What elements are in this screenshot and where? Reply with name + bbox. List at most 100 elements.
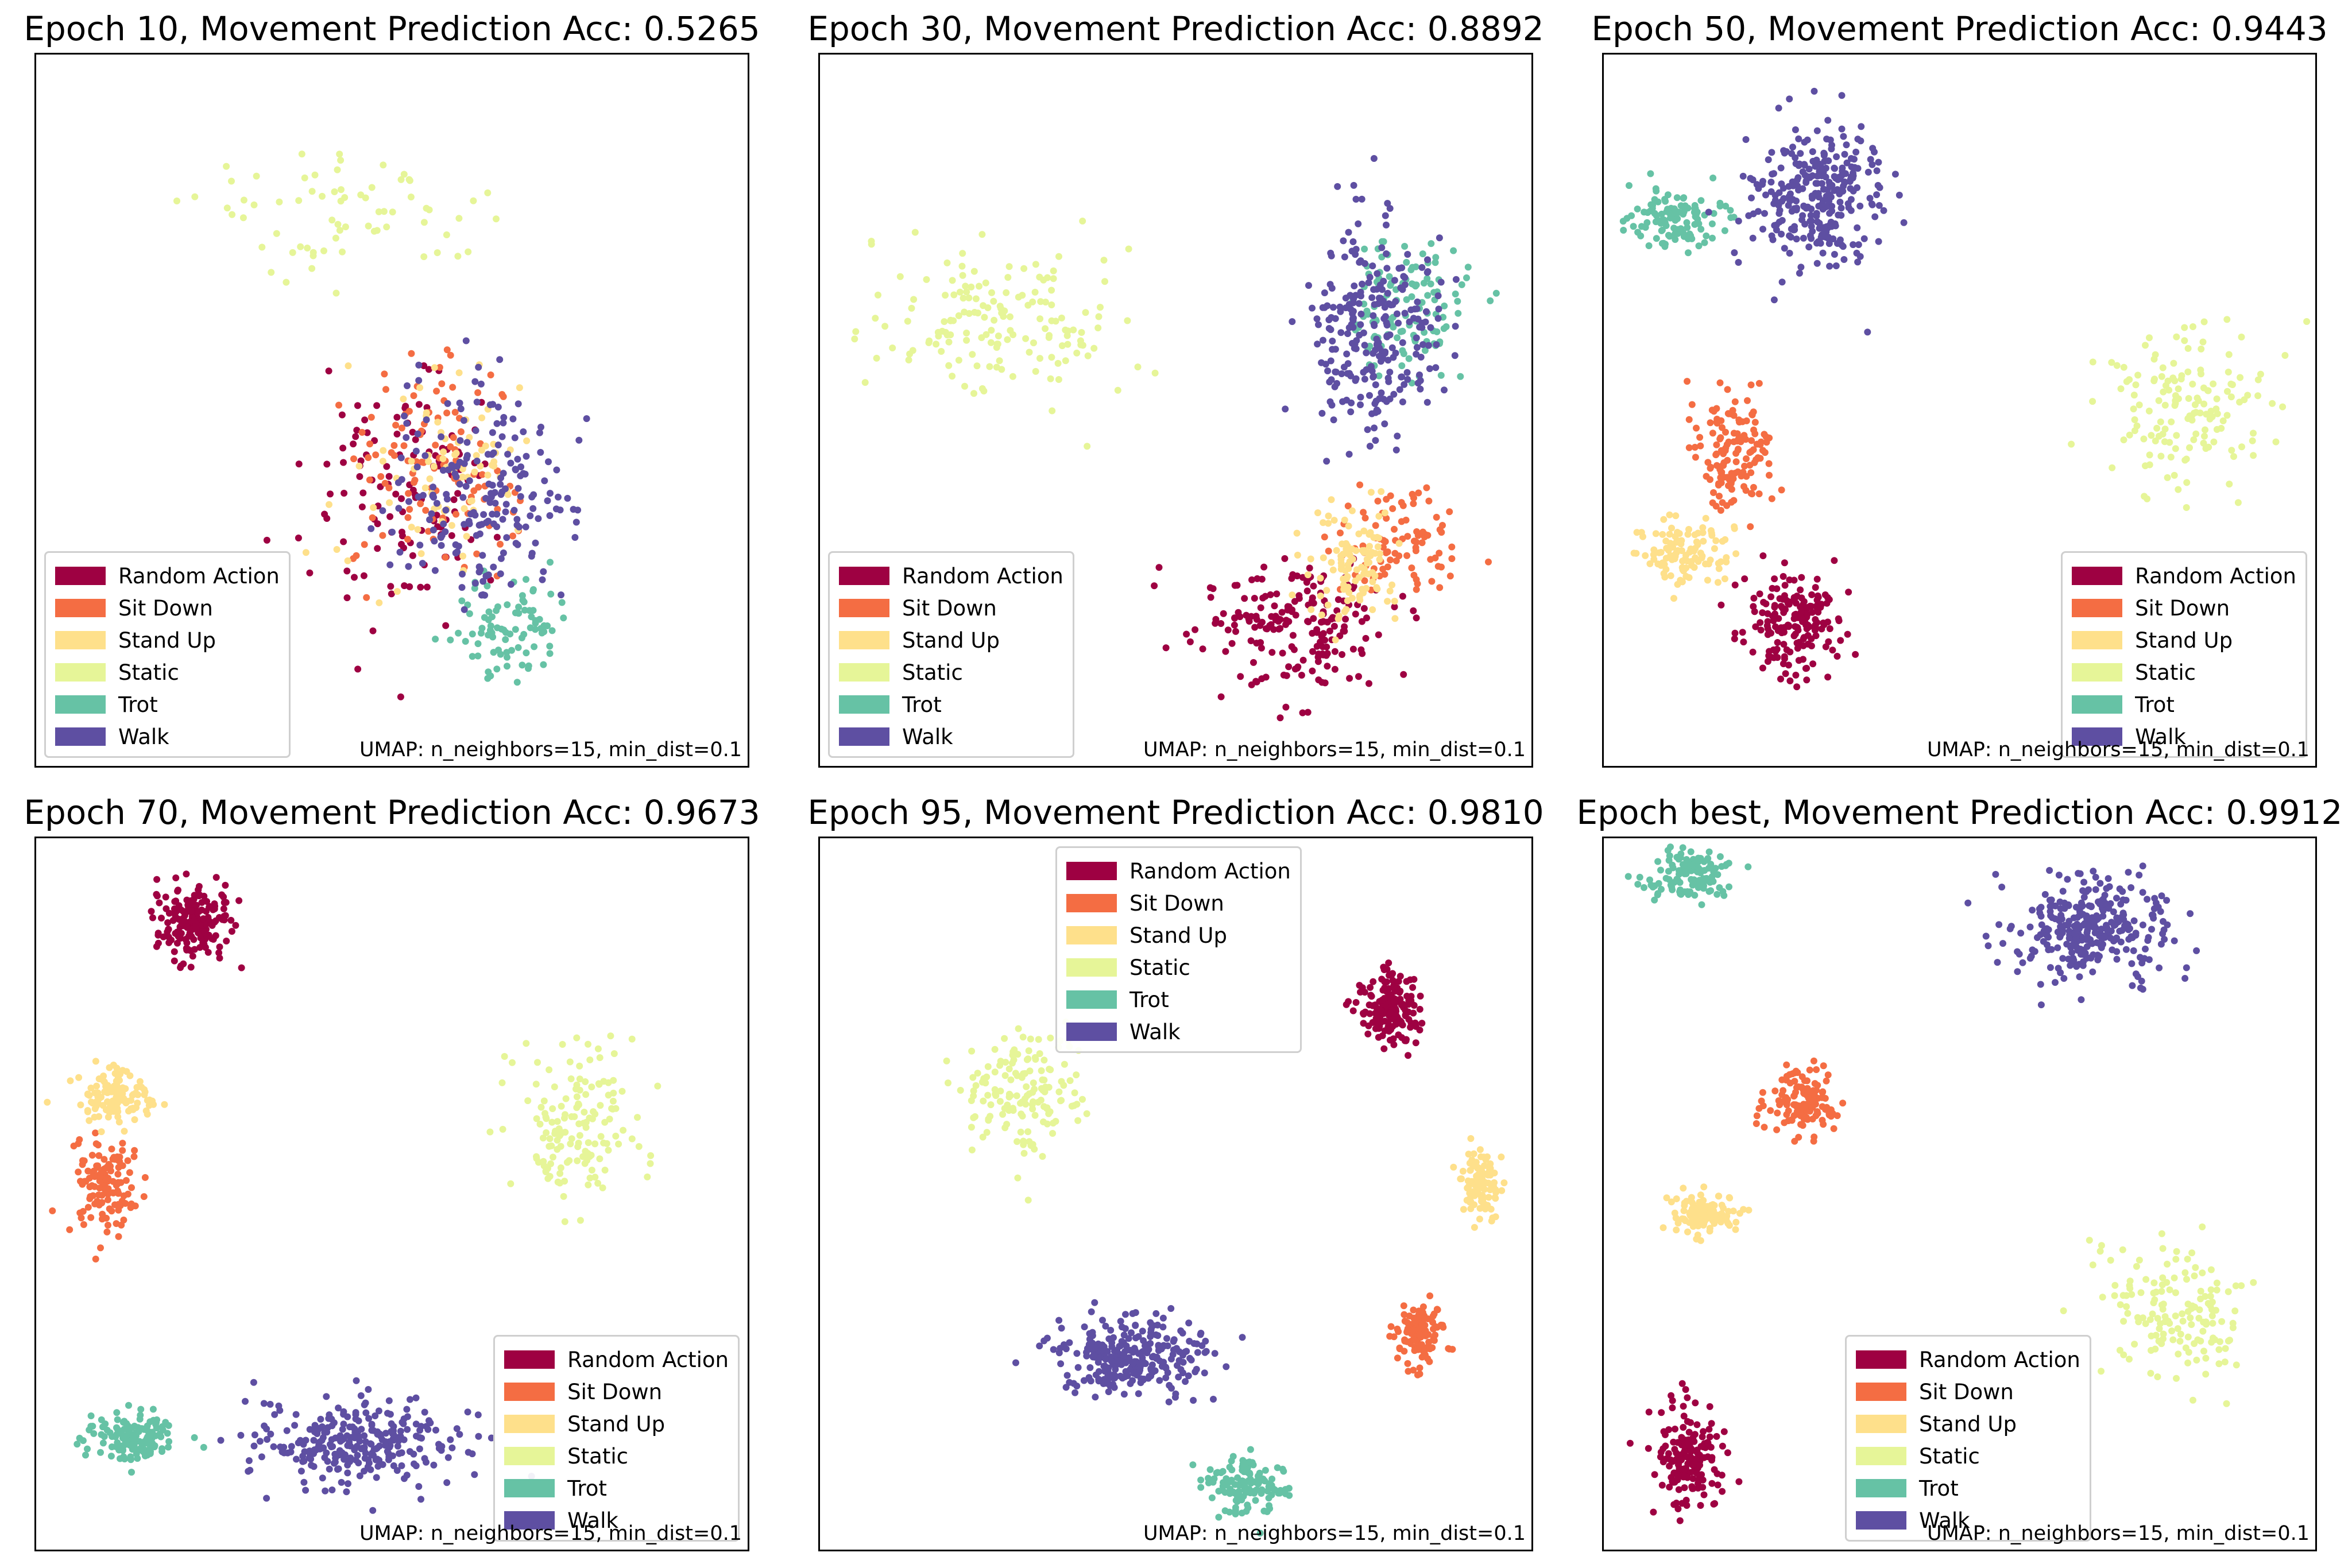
scatter-point: [1457, 1175, 1464, 1183]
scatter-point: [1337, 329, 1345, 336]
scatter-point: [1340, 363, 1348, 371]
scatter-point: [1247, 637, 1255, 644]
scatter-point: [1155, 1345, 1163, 1353]
scatter-point: [1364, 1030, 1372, 1037]
scatter-point: [1101, 1362, 1108, 1370]
scatter-point: [271, 1411, 278, 1418]
legend-label: Random Action: [1129, 858, 1291, 884]
scatter-point: [1801, 138, 1808, 146]
scatter-point: [500, 419, 507, 427]
scatter-point: [956, 288, 964, 296]
scatter-point: [2198, 370, 2204, 378]
scatter-point: [2152, 351, 2159, 358]
scatter-point: [415, 493, 422, 501]
scatter-point: [1148, 1361, 1156, 1369]
scatter-point: [1082, 309, 1089, 316]
scatter-point: [340, 459, 347, 466]
scatter-point: [1394, 334, 1401, 342]
scatter-point: [644, 1173, 651, 1180]
scatter-point: [177, 964, 184, 971]
scatter-point: [1407, 306, 1415, 313]
scatter-point: [339, 1426, 346, 1433]
scatter-point: [2175, 385, 2182, 393]
scatter-point: [1832, 222, 1839, 230]
scatter-point: [401, 412, 408, 420]
scatter-point: [1214, 1469, 1221, 1476]
scatter-point: [165, 1443, 172, 1451]
scatter-point: [415, 401, 423, 408]
scatter-point: [1775, 210, 1783, 217]
scatter-point: [1418, 264, 1426, 271]
scatter-point: [1239, 1334, 1246, 1341]
scatter-point: [554, 1118, 561, 1125]
scatter-point: [1800, 234, 1807, 242]
scatter-point: [1783, 1073, 1790, 1080]
scatter-point: [1380, 544, 1387, 551]
scatter-point: [1015, 293, 1022, 301]
scatter-point: [1395, 319, 1402, 327]
legend-item: Stand Up: [839, 624, 1063, 656]
scatter-point: [1377, 1019, 1384, 1026]
scatter-point: [1665, 1450, 1672, 1457]
scatter-point: [1691, 1431, 1699, 1438]
scatter-point: [403, 434, 410, 441]
scatter-point: [1202, 1348, 1210, 1355]
scatter-point: [2192, 430, 2200, 438]
scatter-point: [501, 1053, 508, 1060]
scatter-point: [190, 917, 198, 924]
scatter-point: [2250, 429, 2257, 437]
scatter-point: [1022, 335, 1030, 342]
scatter-point: [1384, 289, 1391, 297]
scatter-point: [153, 943, 160, 950]
scatter-point: [523, 649, 530, 657]
scatter-point: [96, 1184, 103, 1192]
scatter-point: [1719, 424, 1726, 431]
scatter-point: [398, 495, 405, 502]
scatter-point: [1373, 406, 1380, 413]
scatter-point: [1097, 304, 1104, 311]
scatter-point: [1258, 1490, 1265, 1497]
scatter-point: [541, 477, 548, 485]
scatter-point: [119, 1147, 126, 1154]
scatter-point: [1666, 1462, 1673, 1470]
scatter-point: [179, 908, 187, 915]
scatter-point: [1215, 1513, 1223, 1521]
scatter-point: [368, 1427, 376, 1434]
scatter-point: [1175, 1373, 1182, 1381]
scatter-point: [1098, 1341, 1106, 1349]
scatter-point: [1381, 350, 1388, 357]
legend-swatch: [1066, 894, 1117, 912]
scatter-point: [1160, 1358, 1167, 1366]
scatter-point: [386, 561, 394, 568]
scatter-point: [1425, 1338, 1433, 1346]
legend-label: Trot: [902, 692, 942, 717]
scatter-point: [603, 1140, 610, 1147]
scatter-point: [1228, 640, 1236, 647]
scatter-point: [2202, 426, 2208, 433]
scatter-point: [2130, 405, 2137, 413]
scatter-point: [1403, 296, 1410, 303]
scatter-point: [1408, 564, 1415, 572]
scatter-point: [1357, 401, 1364, 408]
scatter-point: [1233, 1492, 1241, 1500]
scatter-point: [455, 543, 462, 550]
scatter-point: [250, 1379, 257, 1386]
scatter-point: [1099, 1317, 1106, 1324]
scatter-point: [1426, 365, 1433, 373]
scatter-point: [990, 297, 997, 305]
scatter-point: [475, 563, 483, 571]
scatter-point: [1159, 1323, 1167, 1331]
scatter-point: [515, 610, 523, 617]
scatter-point: [1678, 547, 1685, 555]
scatter-point: [1492, 1195, 1499, 1202]
scatter-point: [1005, 1065, 1013, 1073]
scatter-point: [1348, 399, 1355, 406]
scatter-point: [1339, 398, 1347, 405]
scatter-point: [421, 1455, 428, 1462]
scatter-point: [1687, 1447, 1695, 1454]
legend-swatch: [839, 695, 889, 714]
scatter-point: [389, 1430, 396, 1437]
scatter-point: [571, 534, 579, 541]
scatter-point: [512, 626, 519, 633]
scatter-point: [430, 1461, 438, 1469]
